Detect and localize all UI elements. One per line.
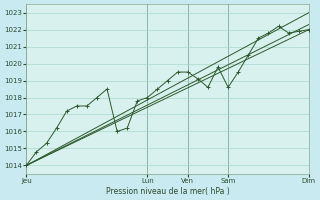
X-axis label: Pression niveau de la mer( hPa ): Pression niveau de la mer( hPa ) [106,187,229,196]
